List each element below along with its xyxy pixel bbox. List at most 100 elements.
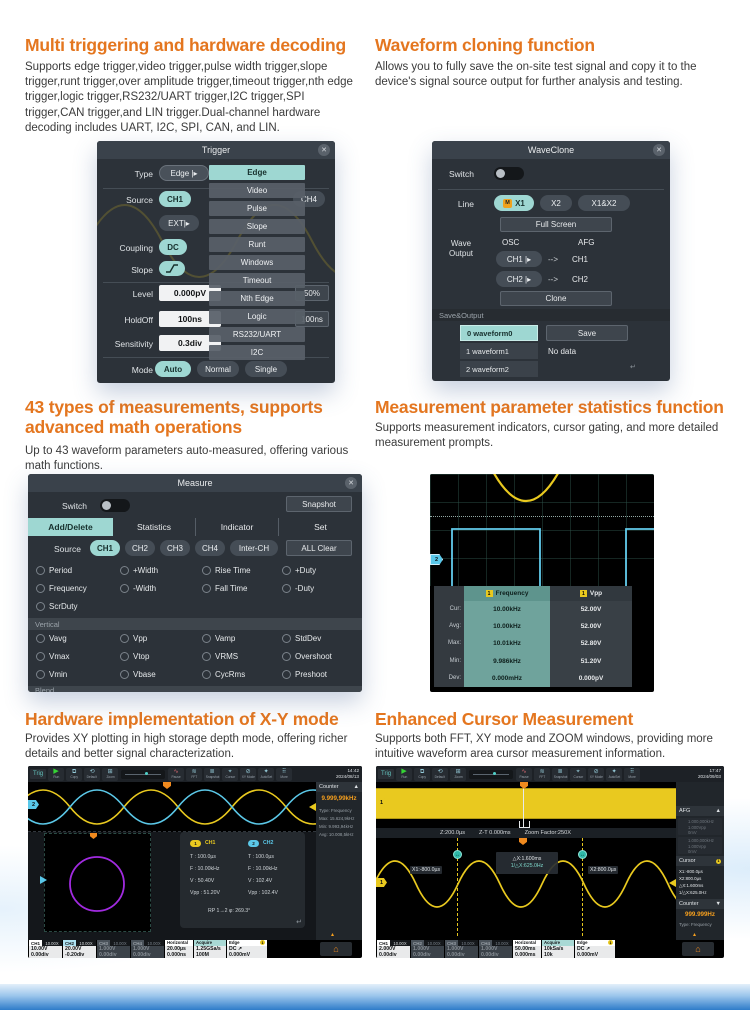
afg-ch2-block[interactable]: 1.000,000kHz 1.000Vpp 0mV [678, 837, 722, 854]
cursor-panel-header[interactable]: Cursor 1 [676, 856, 724, 866]
source-ch1-button[interactable]: CH1 [159, 191, 191, 207]
source-interch-button[interactable]: Inter-CH [230, 540, 278, 556]
trigger-position-icon[interactable] [163, 782, 171, 789]
afg-ch1-block[interactable]: 1.000,000kHz 1.000Vpp 0mV [678, 818, 722, 835]
measure-item[interactable]: Frequency [36, 584, 116, 593]
type-select[interactable]: Edge |▸ [159, 165, 209, 181]
source-ext-button[interactable]: EXT|▸ [159, 215, 199, 231]
status-ch3[interactable]: CH3 10.00X 1.000V 0.00div [97, 940, 130, 958]
snapshot-button[interactable]: ≣ Snapshot [552, 767, 569, 781]
holdoff-input[interactable]: 100ns [159, 311, 221, 327]
measure-item[interactable]: +Width [120, 566, 200, 575]
cursor-x2-line[interactable] [582, 838, 583, 936]
measure-item[interactable]: StdDev [282, 634, 362, 643]
cursor-button[interactable]: ⌖ Cursor [222, 767, 239, 781]
recall-icon[interactable]: ↵ [630, 364, 636, 371]
tab-statistics[interactable]: Statistics [113, 518, 196, 536]
mode-auto-button[interactable]: Auto [155, 361, 191, 377]
run-button[interactable]: ▶ Run [48, 767, 65, 781]
pause-button[interactable]: ∿ Pause [168, 767, 185, 781]
default-button[interactable]: ⟲ Default [432, 767, 449, 781]
slider-thumb[interactable] [493, 772, 497, 775]
status-acquire[interactable]: Acquire 10kSa/s 10k [542, 940, 574, 958]
source-ch3-button[interactable]: CH3 [160, 540, 190, 556]
dropdown-item-slope[interactable]: Slope [209, 219, 305, 234]
status-ch1[interactable]: CH1 10.00X 2.000V 0.00div [377, 940, 410, 958]
dropdown-item-timeout[interactable]: Timeout [209, 273, 305, 288]
cursor-x1-line[interactable] [457, 838, 458, 936]
status-ch3[interactable]: CH3 10.00X 1.000V 0.00div [445, 940, 478, 958]
status-horizontal[interactable]: Horizontal 20.00µs 0.000ns [165, 940, 193, 958]
measure-item[interactable]: Vamp [202, 634, 282, 643]
source-ch1-button[interactable]: CH1 [90, 540, 120, 556]
more-button[interactable]: ⠿ More [276, 767, 293, 781]
close-icon[interactable]: ✕ [653, 144, 665, 156]
waveclone-switch-toggle[interactable] [494, 167, 524, 180]
zoom-handle[interactable] [519, 821, 530, 828]
dropdown-item-logic[interactable]: Logic [209, 309, 305, 324]
xy-mode-button[interactable]: ⊘ XY Mode [240, 767, 257, 781]
home-button[interactable]: ⌂ [682, 942, 714, 956]
tab-indicator[interactable]: Indicator [196, 518, 279, 536]
dropdown-item-windows[interactable]: Windows [209, 255, 305, 270]
measure-item[interactable]: Vtop [120, 652, 200, 661]
measure-item[interactable]: Overshoot [282, 652, 362, 661]
snapshot-button[interactable]: Snapshot [286, 496, 352, 512]
dropdown-item-pulse[interactable]: Pulse [209, 201, 305, 216]
ch2-marker[interactable]: 2 [28, 800, 39, 809]
measure-item[interactable]: +Duty [282, 566, 362, 575]
copy-button[interactable]: ⧉ Copy [414, 767, 431, 781]
trigger-level-icon[interactable] [669, 879, 676, 887]
full-screen-button[interactable]: Full Screen [500, 217, 612, 232]
source-ch2-button[interactable]: CH2 [125, 540, 155, 556]
measure-item[interactable]: Vavg [36, 634, 116, 643]
status-acquire[interactable]: Acquire 1.25GSa/s 100M [194, 940, 226, 958]
status-ch1[interactable]: CH1 10.00X 10.00V 0.00div [29, 940, 62, 958]
line-x1-button[interactable]: M X1 [494, 195, 534, 211]
status-ch2[interactable]: CH2 10.00X 20.00V -0.20div [63, 940, 96, 958]
osc-ch2-select[interactable]: CH2 |▸ [496, 271, 542, 287]
measure-item[interactable]: Vmin [36, 670, 116, 679]
measure-item[interactable]: Fall Time [202, 584, 282, 593]
slope-button[interactable] [159, 261, 185, 276]
close-icon[interactable]: ✕ [345, 477, 357, 489]
dropdown-item-i2c[interactable]: I2C [209, 345, 305, 360]
collapse-icon[interactable]: ↵ [296, 919, 302, 926]
dropdown-item-rs232[interactable]: RS232/UART [209, 327, 305, 342]
autoset-button[interactable]: ✦ AutoSet [606, 767, 623, 781]
collapse-chevron-icon[interactable]: ▴ [693, 932, 697, 938]
default-button[interactable]: ⟲ Default [84, 767, 101, 781]
measure-item[interactable]: Preshoot [282, 670, 362, 679]
measure-item[interactable]: VRMS [202, 652, 282, 661]
status-trigger[interactable]: Edge 1 DC ↗ 0.000mV [575, 940, 615, 958]
autoset-button[interactable]: ✦ AutoSet [258, 767, 275, 781]
measure-item[interactable]: ScrDuty [36, 602, 116, 611]
fft-button[interactable]: ≋ FFT [534, 767, 551, 781]
home-button[interactable]: ⌂ [320, 942, 352, 956]
timebase-slider[interactable] [121, 769, 166, 779]
ch1-marker[interactable]: 1 [376, 798, 387, 807]
line-x1x2-button[interactable]: X1&X2 [578, 195, 630, 211]
measure-item[interactable]: Vbase [120, 670, 200, 679]
dropdown-item-nth-edge[interactable]: Nth Edge [209, 291, 305, 306]
close-icon[interactable]: ✕ [318, 144, 330, 156]
tab-add-delete[interactable]: Add/Delete [28, 518, 113, 536]
mode-normal-button[interactable]: Normal [197, 361, 239, 377]
trigger-position-icon[interactable] [520, 782, 528, 789]
measure-item[interactable]: Rise Time [202, 566, 282, 575]
counter-panel-header[interactable]: Counter ▼ [676, 899, 724, 909]
coupling-dc-button[interactable]: DC [159, 239, 187, 255]
run-button[interactable]: ▶ Run [396, 767, 413, 781]
timebase-slider[interactable] [469, 769, 514, 779]
status-ch4[interactable]: CH4 10.00X 1.000V 0.00div [479, 940, 512, 958]
status-ch2[interactable]: CH2 10.00X 1.000V 0.00div [411, 940, 444, 958]
collapse-chevron-icon[interactable]: ▴ [331, 932, 335, 938]
source-ch4-button[interactable]: CH4 [195, 540, 225, 556]
measure-item[interactable]: Period [36, 566, 116, 575]
counter-panel-header[interactable]: Counter ▲ [316, 782, 362, 792]
dropdown-item-video[interactable]: Video [209, 183, 305, 198]
status-ch4[interactable]: CH4 10.00X 1.000V 0.00div [131, 940, 164, 958]
fft-button[interactable]: ≋ FFT [186, 767, 203, 781]
measure-item[interactable]: Vpp [120, 634, 200, 643]
line-x2-button[interactable]: X2 [540, 195, 572, 211]
